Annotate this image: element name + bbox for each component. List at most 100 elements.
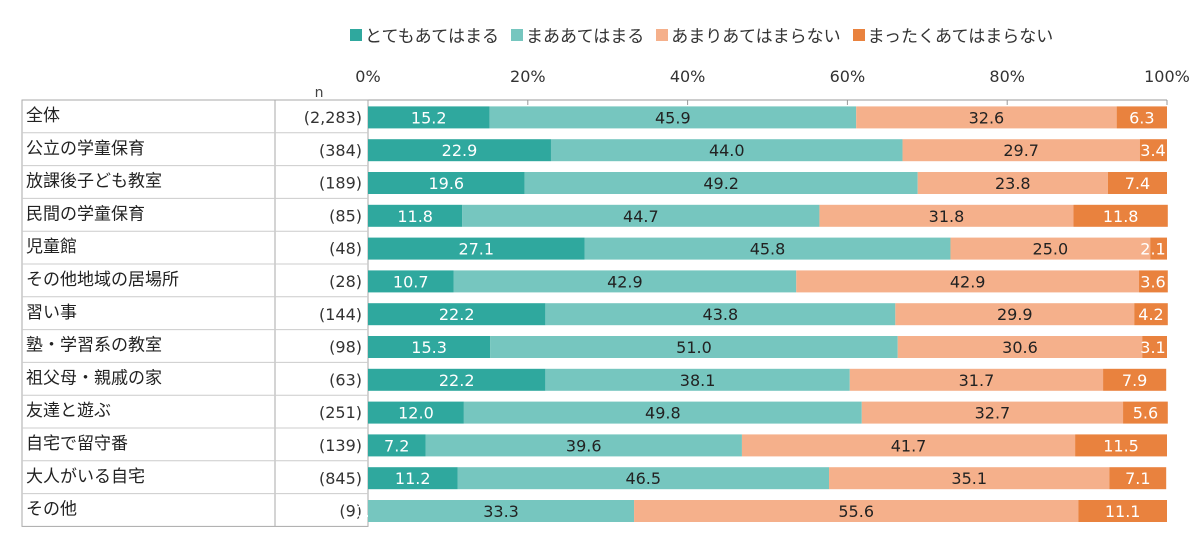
bar-segment <box>1103 368 1167 391</box>
data-label: 29.7 <box>1003 141 1039 160</box>
bar-segment <box>524 172 918 194</box>
n-value: (9) <box>339 502 362 521</box>
data-label: 27.1 <box>458 240 494 259</box>
legend-swatch <box>852 28 865 41</box>
bar-segment <box>550 139 903 162</box>
data-label: 42.9 <box>607 272 643 291</box>
legend-label: あまりあてはまらない <box>671 27 841 47</box>
legend-swatch <box>350 28 362 41</box>
bar-segment <box>895 303 1135 326</box>
legend-item: まああてはまる <box>510 22 645 47</box>
category-label: 全体 <box>26 106 60 126</box>
n-value: (845) <box>319 469 362 488</box>
n-header: n <box>315 85 324 101</box>
bar-segment <box>457 467 830 490</box>
x-tick-label: 0% <box>355 67 380 86</box>
data-label: 23.8 <box>995 174 1031 193</box>
data-label: 22.2 <box>439 305 475 324</box>
category-label: 習い事 <box>26 303 77 323</box>
data-label: 3.6 <box>1140 272 1165 291</box>
bar-segment <box>1075 434 1167 457</box>
bar-segment <box>819 204 1074 227</box>
bar-segment <box>463 401 862 424</box>
category-label: 塾・学習系の教室 <box>26 335 162 356</box>
data-label: 6.3 <box>1129 108 1154 127</box>
bar-segment <box>368 401 464 424</box>
data-label: 15.3 <box>411 338 447 357</box>
data-label: 35.1 <box>951 469 987 488</box>
data-label: 11.8 <box>397 207 433 226</box>
bar-segment <box>584 237 951 260</box>
data-label: 49.2 <box>703 174 739 193</box>
x-tick-label: 20% <box>510 67 546 86</box>
legend-label: とてもあてはまる <box>365 27 499 47</box>
category-label: 児童館 <box>26 237 77 257</box>
data-label: 7.2 <box>384 436 409 455</box>
category-label: 大人がいる自宅 <box>26 467 145 487</box>
bar-segment <box>1109 467 1167 490</box>
x-tick-label: 60% <box>830 67 866 86</box>
data-label: 3.1 <box>1140 338 1165 357</box>
bar-segment <box>368 139 551 162</box>
bar-segment <box>368 368 546 391</box>
n-value: (98) <box>329 338 362 357</box>
data-label: 22.2 <box>439 371 475 390</box>
data-label: 11.5 <box>1103 436 1139 455</box>
bar-segment <box>368 270 454 293</box>
data-label: 49.8 <box>645 404 681 423</box>
legend-swatch <box>510 28 523 41</box>
data-label: 3.4 <box>1140 141 1165 160</box>
data-label: 4.2 <box>1138 305 1163 324</box>
data-label: 44.7 <box>623 207 659 226</box>
data-label: 2.1 <box>1140 240 1165 259</box>
category-label: 民間の学童保育 <box>26 204 145 224</box>
bar-segment <box>1078 500 1167 522</box>
bar-segment <box>829 467 1110 490</box>
n-value: (251) <box>319 403 362 422</box>
bar-segment <box>1142 336 1167 358</box>
n-value: (63) <box>329 370 362 389</box>
n-value: (384) <box>319 141 362 160</box>
bar-segment <box>1073 204 1168 227</box>
data-label: 44.0 <box>709 141 745 160</box>
bar-segment <box>368 467 458 490</box>
bar-segment <box>368 172 525 194</box>
bar-segment <box>545 368 850 391</box>
data-label: 32.6 <box>969 108 1005 127</box>
data-label: 11.2 <box>395 469 431 488</box>
bar-segment <box>462 204 820 227</box>
bar-segment <box>849 368 1104 391</box>
category-label: その他地域の居場所 <box>26 270 179 290</box>
legend-swatch <box>656 28 669 41</box>
data-label: 22.9 <box>442 141 478 160</box>
bar-segment <box>368 500 635 522</box>
bar-segment <box>1150 237 1167 260</box>
bar-segment <box>897 336 1143 358</box>
data-label: 12.0 <box>398 404 434 423</box>
n-value: (2,283) <box>304 108 362 127</box>
bar-segment <box>741 434 1076 457</box>
category-label: 友達と遊ぶ <box>26 401 111 421</box>
data-label: 11.1 <box>1105 502 1141 521</box>
data-label: 42.9 <box>950 272 986 291</box>
data-label: 45.9 <box>655 108 691 127</box>
data-label: 39.6 <box>566 436 602 455</box>
data-label: 43.8 <box>703 305 739 324</box>
data-label: 32.7 <box>975 404 1011 423</box>
legend-item: あまりあてはまらない <box>656 22 841 47</box>
bar-segment <box>425 434 742 457</box>
legend-label: まああてはまる <box>525 27 645 47</box>
bar-segment <box>490 336 898 358</box>
data-label: 11.8 <box>1103 207 1139 226</box>
data-label: 7.1 <box>1125 469 1150 488</box>
legend-label: まったくあてはまらない <box>867 27 1054 47</box>
x-tick-label: 100% <box>1144 67 1190 86</box>
bar-segment <box>368 204 463 227</box>
legend-item: とてもあてはまる <box>350 22 499 47</box>
n-value: (85) <box>329 206 362 225</box>
bar-segment <box>917 172 1108 194</box>
n-value: (28) <box>329 272 362 291</box>
data-label: 31.7 <box>959 371 995 390</box>
data-label: 41.7 <box>891 436 927 455</box>
